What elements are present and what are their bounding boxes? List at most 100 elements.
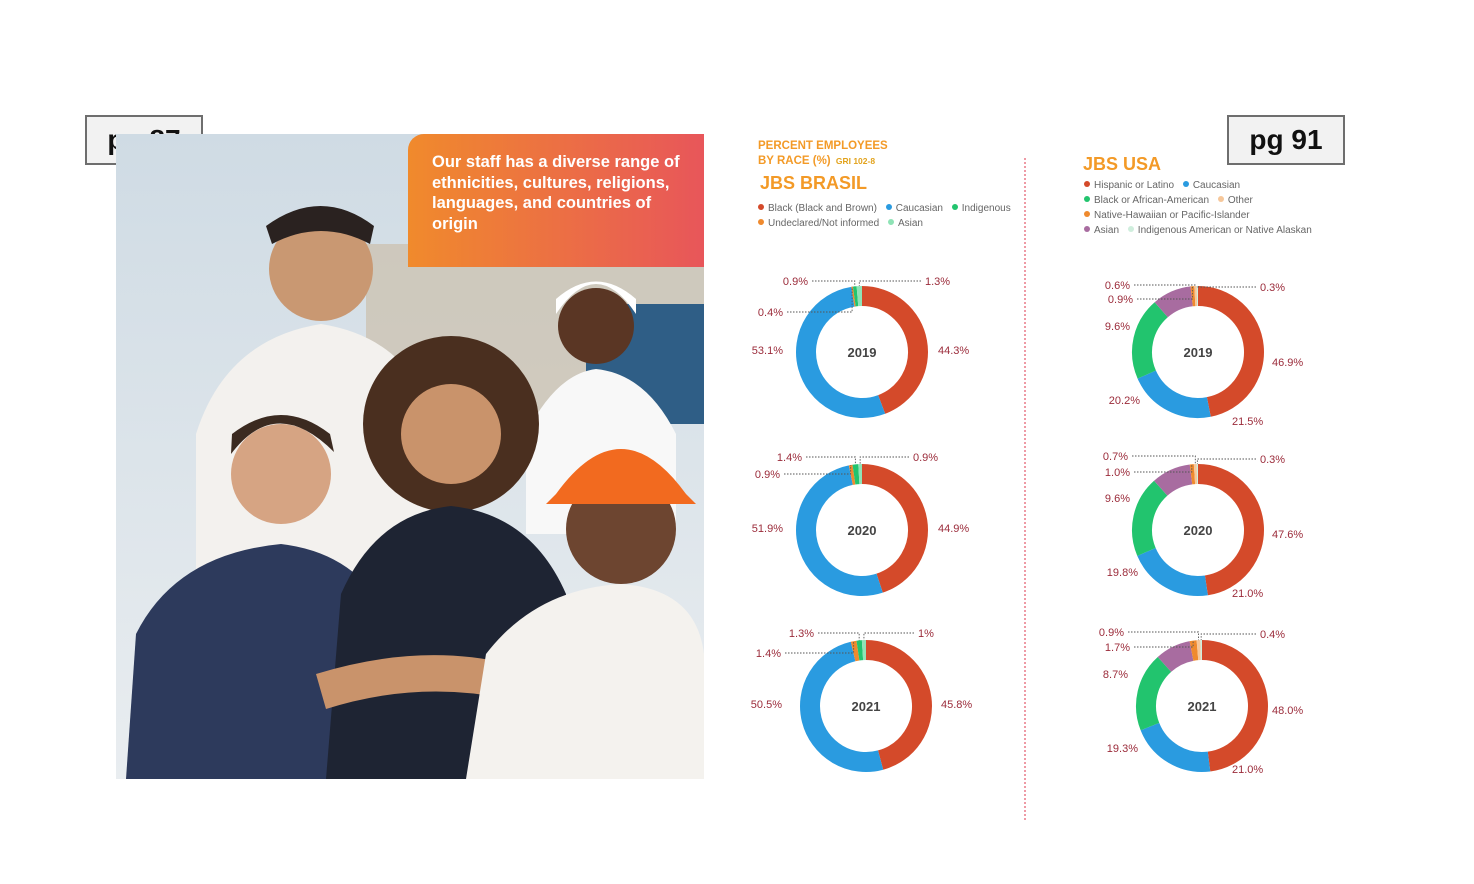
year-label: 2020	[848, 523, 877, 538]
page-label-right: pg 91	[1227, 115, 1345, 165]
leader-line	[1200, 633, 1256, 641]
donut-slice	[1154, 286, 1194, 318]
donut-slice	[1137, 547, 1208, 596]
slice-label: 1.7%	[1105, 642, 1130, 654]
header-line-1: PERCENT EMPLOYEES	[758, 140, 888, 152]
legend-dot	[885, 204, 892, 211]
donut-chart: 47.6% 21.0% 19.8% 9.6% 1.0% 0.7% 0.3% 2020	[1103, 451, 1303, 600]
slice-label: 8.7%	[1103, 669, 1128, 681]
slice-label: 1.3%	[925, 276, 950, 288]
legend-item: Caucasian	[1182, 180, 1240, 191]
slice-label: 9.6%	[1105, 493, 1130, 505]
legend-dot	[1084, 196, 1090, 203]
leader-line	[859, 456, 909, 465]
donut-chart: 46.9% 21.5% 20.2% 9.6% 0.9% 0.6% 0.3% 2019	[1105, 280, 1303, 428]
slice-label: 19.3%	[1107, 743, 1138, 755]
donut-chart: 45.8% 50.5% 1.4% 1.3% 1% 2021	[751, 628, 972, 772]
year-label: 2021	[852, 699, 881, 714]
header-line-2: BY RACE (%)	[758, 155, 831, 167]
legend-item: Asian	[887, 218, 923, 229]
donut-chart: 44.9% 51.9% 0.9% 1.4% 0.9% 2020	[752, 452, 969, 596]
leader-line	[1134, 464, 1193, 473]
slice-label: 1.0%	[1105, 467, 1130, 479]
slice-label: 1.4%	[756, 648, 781, 660]
donut-slice	[800, 641, 884, 772]
donut-chart: 48.0% 21.0% 19.3% 8.7% 1.7% 0.9% 0.4% 2021	[1099, 627, 1303, 776]
legend-dot	[1084, 181, 1090, 188]
slice-label: 0.3%	[1260, 454, 1285, 466]
gri-tag: GRI 102-8	[835, 156, 876, 166]
year-label: 2020	[1184, 523, 1213, 538]
year-label: 2019	[1184, 345, 1213, 360]
legend-item: Native-Hawaiian or Pacific-Islander	[1084, 210, 1250, 221]
slice-label: 0.3%	[1260, 282, 1285, 294]
staff-photo	[116, 134, 704, 779]
slice-label: 0.9%	[913, 452, 938, 464]
leader-line	[787, 286, 853, 313]
donut-slice	[1137, 370, 1211, 418]
legend-item: Indigenous American or Native Alaskan	[1127, 225, 1312, 236]
slice-label: 44.9%	[938, 523, 969, 535]
leader-line	[812, 280, 856, 287]
leader-line	[1134, 284, 1196, 287]
slice-label: 0.9%	[1099, 627, 1124, 639]
donut-slice	[1154, 464, 1193, 496]
slice-label: 1.3%	[789, 628, 814, 640]
donut-slice	[1140, 722, 1211, 772]
leader-line	[858, 280, 921, 287]
leader-line	[1137, 286, 1193, 300]
legend-item: Black or African-American	[1084, 195, 1209, 206]
slice-label: 1%	[918, 628, 934, 640]
legend-dot	[1084, 211, 1090, 218]
legend-item: Black (Black and Brown)	[758, 203, 877, 214]
slice-label: 21.5%	[1232, 416, 1263, 428]
donut-slice	[848, 464, 856, 485]
donut-slice	[850, 640, 860, 662]
page-divider	[1024, 158, 1026, 820]
slice-label: 46.9%	[1272, 357, 1303, 369]
slice-label: 0.4%	[1260, 629, 1285, 641]
legend-item: Undeclared/Not informed	[758, 218, 879, 229]
legend-item: Other	[1217, 195, 1253, 206]
year-label: 2021	[1188, 699, 1217, 714]
slice-label: 48.0%	[1272, 705, 1303, 717]
slice-label: 0.6%	[1105, 280, 1130, 292]
leader-line	[1134, 640, 1194, 648]
donut-slice	[796, 465, 883, 596]
legend-dot	[887, 219, 894, 226]
donut-slice	[1189, 640, 1199, 661]
slice-label: 45.8%	[941, 699, 972, 711]
leader-line	[1128, 631, 1199, 641]
slice-label: 21.0%	[1232, 764, 1263, 776]
slice-label: 53.1%	[752, 345, 783, 357]
slice-label: 1.4%	[777, 452, 802, 464]
legend-item: Caucasian	[885, 203, 943, 214]
legend-dot	[1217, 196, 1224, 203]
slice-label: 19.8%	[1107, 567, 1138, 579]
leader-line	[818, 632, 860, 641]
donut-slice	[861, 286, 928, 414]
brasil-legend: Black (Black and Brown) Caucasian Indige…	[758, 201, 1017, 231]
slice-label: 0.9%	[1108, 294, 1133, 306]
donut-slice	[865, 640, 932, 770]
slice-label: 0.4%	[758, 307, 783, 319]
legend-dot	[1127, 226, 1134, 233]
legend-item: Asian	[1084, 225, 1119, 236]
leader-line	[863, 632, 914, 641]
legend-item: Indigenous	[951, 203, 1011, 214]
slice-label: 0.9%	[755, 469, 780, 481]
legend-dot	[1084, 226, 1090, 233]
legend-dot	[758, 204, 764, 211]
donut-slice	[861, 464, 928, 593]
leader-line	[784, 464, 852, 475]
slice-label: 0.9%	[783, 276, 808, 288]
section-header: PERCENT EMPLOYEES BY RACE (%) GRI 102-8	[758, 139, 888, 169]
donut-slice	[1132, 480, 1168, 556]
legend-dot	[1182, 181, 1189, 188]
donut-slice	[1201, 640, 1268, 772]
slice-label: 9.6%	[1105, 321, 1130, 333]
donut-slice	[796, 286, 886, 418]
slice-label: 50.5%	[751, 699, 782, 711]
donut-slice	[1136, 657, 1172, 731]
